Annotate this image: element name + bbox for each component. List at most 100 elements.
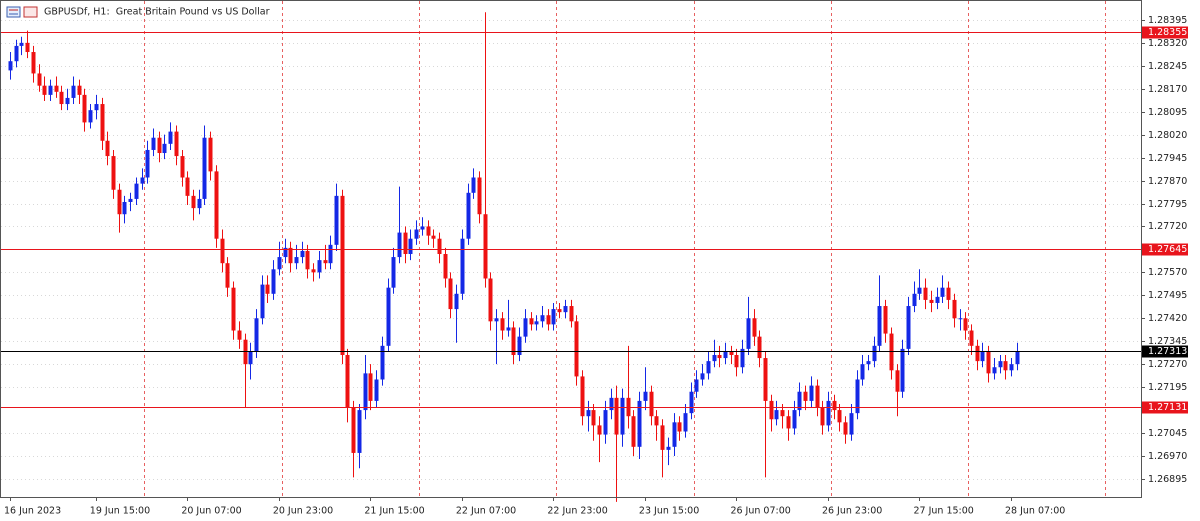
candle-body bbox=[517, 336, 522, 355]
candle-body bbox=[980, 351, 985, 362]
candle-body bbox=[780, 410, 785, 417]
candle-body bbox=[317, 260, 322, 273]
candle-body bbox=[740, 348, 745, 368]
candle-body bbox=[443, 254, 448, 279]
candle-body bbox=[494, 318, 499, 322]
candle-body bbox=[654, 416, 659, 426]
candle-body bbox=[917, 287, 922, 294]
candle-body bbox=[488, 278, 493, 322]
candle-body bbox=[42, 85, 47, 95]
y-tick-label: 1.27870 bbox=[1148, 176, 1187, 187]
candle-body bbox=[448, 278, 453, 310]
candle-body bbox=[734, 355, 739, 368]
candle-body bbox=[923, 287, 928, 300]
candle-body bbox=[992, 367, 997, 374]
candle-body bbox=[929, 299, 934, 303]
level-line-label: 1.27645 bbox=[1148, 244, 1187, 255]
candle-body bbox=[717, 355, 722, 359]
y-tick-label: 1.28320 bbox=[1148, 38, 1187, 49]
candle-body bbox=[620, 397, 625, 435]
candle-body bbox=[180, 156, 185, 178]
candle-body bbox=[580, 376, 585, 417]
candle-body bbox=[460, 238, 465, 294]
candle-body bbox=[466, 192, 471, 239]
candle-body bbox=[94, 104, 99, 111]
candle-body bbox=[437, 238, 442, 255]
candle-body bbox=[883, 306, 888, 334]
candle-body bbox=[569, 306, 574, 322]
level-line-label: 1.27131 bbox=[1148, 402, 1187, 413]
candle-body bbox=[31, 52, 36, 74]
candle-body bbox=[265, 284, 270, 294]
y-tick-label: 1.27420 bbox=[1148, 313, 1187, 324]
y-tick-label: 1.28095 bbox=[1148, 107, 1187, 118]
candle-body bbox=[649, 391, 654, 417]
y-tick-label: 1.27345 bbox=[1148, 336, 1187, 347]
candle-body bbox=[574, 321, 579, 377]
candle-body bbox=[191, 195, 196, 209]
candle-body bbox=[8, 61, 13, 71]
candle-body bbox=[454, 293, 459, 310]
y-tick-label: 1.27945 bbox=[1148, 153, 1187, 164]
candle-body bbox=[397, 232, 402, 258]
x-tick-label: 22 Jun 23:00 bbox=[547, 506, 607, 517]
candle-body bbox=[311, 269, 316, 273]
y-tick-label: 1.28020 bbox=[1148, 130, 1187, 141]
candle-body bbox=[477, 177, 482, 215]
candle-body bbox=[597, 425, 602, 435]
icon bbox=[23, 6, 38, 18]
candle-body bbox=[803, 391, 808, 401]
candle-body bbox=[643, 391, 648, 401]
candle-body bbox=[197, 198, 202, 209]
candle-body bbox=[414, 229, 419, 239]
candle-body bbox=[483, 214, 488, 279]
candle-body bbox=[694, 379, 699, 392]
candle-body bbox=[895, 370, 900, 392]
candle-body bbox=[59, 91, 64, 105]
candle-body bbox=[54, 85, 59, 92]
candle-body bbox=[288, 247, 293, 264]
level-line-label: 1.28355 bbox=[1148, 27, 1187, 38]
candle-body bbox=[300, 250, 305, 258]
candle-body bbox=[683, 413, 688, 432]
candle-body bbox=[677, 422, 682, 432]
candle-body bbox=[100, 104, 105, 141]
candle-body bbox=[208, 137, 213, 172]
candle-body bbox=[969, 330, 974, 346]
level-line-tag bbox=[1142, 401, 1188, 414]
x-tick-label: 28 Jun 07:00 bbox=[1005, 506, 1065, 517]
candle-body bbox=[174, 131, 179, 157]
x-tick-label: 20 Jun 23:00 bbox=[273, 506, 333, 517]
current-price-line-tag bbox=[1142, 345, 1188, 358]
candle-body bbox=[998, 361, 1003, 368]
candle-body bbox=[660, 425, 665, 450]
y-tick-label: 1.27720 bbox=[1148, 221, 1187, 232]
candle-body bbox=[866, 361, 871, 365]
candle-body bbox=[637, 400, 642, 447]
candle-body bbox=[168, 131, 173, 144]
candle-body bbox=[71, 85, 76, 98]
candle-body bbox=[391, 257, 396, 288]
candle-body bbox=[872, 345, 877, 362]
x-tick-label: 19 Jun 15:00 bbox=[90, 506, 150, 517]
candle-body bbox=[609, 397, 614, 411]
candle-body bbox=[277, 257, 282, 270]
candle-body bbox=[837, 410, 842, 423]
x-tick-label: 22 Jun 07:00 bbox=[456, 506, 516, 517]
candle-body bbox=[220, 238, 225, 264]
candle-body bbox=[231, 287, 236, 331]
candle-body bbox=[157, 137, 162, 154]
candle-body bbox=[254, 318, 259, 352]
candle-body bbox=[368, 373, 373, 401]
candle-body bbox=[111, 156, 116, 190]
candle-body bbox=[975, 345, 980, 362]
candle-body bbox=[540, 315, 545, 322]
candle-body bbox=[797, 391, 802, 411]
y-tick-label: 1.27195 bbox=[1148, 382, 1187, 393]
candle-body bbox=[14, 45, 19, 62]
candle-body bbox=[323, 260, 328, 264]
candle-body bbox=[386, 287, 391, 346]
candle-body bbox=[746, 318, 751, 349]
y-tick-label: 1.26895 bbox=[1148, 474, 1187, 485]
